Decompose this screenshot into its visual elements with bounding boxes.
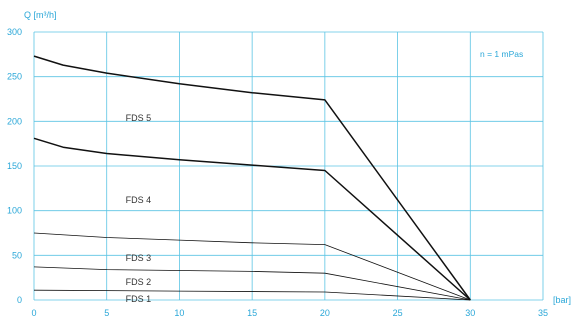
y-tick-label: 300 bbox=[7, 27, 22, 37]
series-label: FDS 5 bbox=[126, 113, 152, 123]
y-tick-label: 250 bbox=[7, 72, 22, 82]
x-tick-label: 30 bbox=[465, 308, 475, 318]
y-axis-label: Q [m³/h] bbox=[24, 10, 57, 20]
series-line bbox=[33, 289, 471, 301]
y-tick-label: 200 bbox=[7, 116, 22, 126]
x-tick-label: 25 bbox=[393, 308, 403, 318]
tick-labels: 0 5 10 15 20 25 30 35 0 50 100 150 200 250 300 bbox=[7, 27, 548, 318]
x-axis-label: [bar] bbox=[553, 295, 571, 305]
x-tick-label: 5 bbox=[104, 308, 109, 318]
series-line bbox=[33, 266, 471, 301]
x-tick-label: 35 bbox=[538, 308, 548, 318]
series-line bbox=[33, 137, 471, 301]
series-labels: FDS 5 FDS 4 FDS 3 FDS 2 FDS 1 bbox=[126, 113, 152, 304]
x-tick-label: 10 bbox=[174, 308, 184, 318]
series-label: FDS 4 bbox=[126, 195, 152, 205]
y-tick-label: 50 bbox=[12, 250, 22, 260]
series-curves bbox=[33, 55, 471, 301]
series-line bbox=[33, 55, 471, 301]
x-tick-label: 15 bbox=[247, 308, 257, 318]
y-tick-label: 100 bbox=[7, 206, 22, 216]
viscosity-annotation: n = 1 mPas bbox=[480, 49, 523, 59]
x-tick-label: 20 bbox=[320, 308, 330, 318]
x-tick-label: 0 bbox=[31, 308, 36, 318]
series-label: FDS 2 bbox=[126, 277, 152, 287]
y-tick-label: 0 bbox=[17, 295, 22, 305]
grid-lines bbox=[33, 31, 544, 301]
y-tick-label: 150 bbox=[7, 161, 22, 171]
series-line bbox=[33, 232, 471, 301]
series-label: FDS 1 bbox=[126, 294, 152, 304]
series-label: FDS 3 bbox=[126, 253, 152, 263]
